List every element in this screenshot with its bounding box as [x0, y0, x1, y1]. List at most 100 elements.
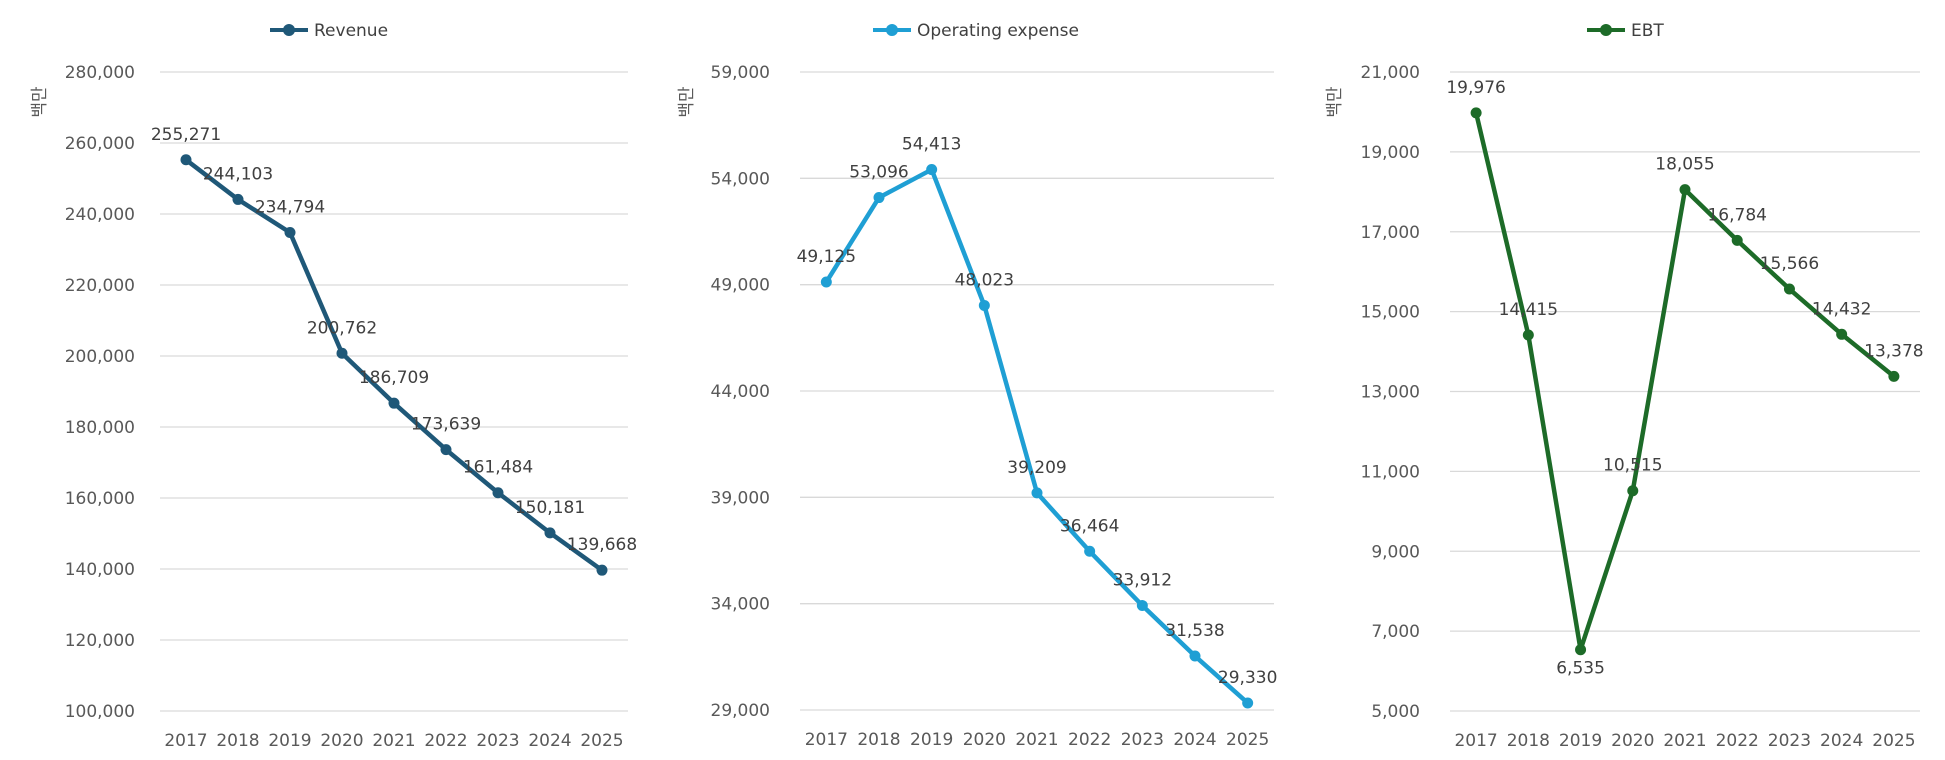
legend-swatch-marker	[886, 24, 898, 36]
data-label: 161,484	[463, 458, 533, 478]
data-label: 49,125	[797, 247, 856, 267]
data-label: 36,464	[1060, 516, 1119, 536]
x-tick-label: 2017	[164, 731, 207, 751]
data-point	[1575, 644, 1587, 656]
y-tick-label: 260,000	[65, 134, 135, 154]
x-tick-label: 2024	[528, 731, 571, 751]
legend-label: Operating expense	[917, 21, 1079, 41]
y-tick-label: 17,000	[1361, 223, 1420, 243]
data-label: 200,762	[307, 318, 377, 338]
data-point	[232, 193, 244, 205]
data-label: 150,181	[515, 498, 585, 518]
data-label: 18,055	[1655, 155, 1714, 175]
x-tick-label: 2020	[963, 730, 1006, 750]
y-tick-label: 5,000	[1371, 702, 1420, 722]
y-tick-label: 240,000	[65, 205, 135, 225]
data-label: 53,096	[849, 163, 908, 183]
x-tick-label: 2018	[216, 731, 259, 751]
chart-panel-3: 5,000 7,000 9,000 11,000 13,000 15,000 17,000 1…	[1325, 21, 1924, 751]
data-point	[1470, 107, 1482, 119]
data-point	[180, 154, 192, 166]
y-tick-label: 19,000	[1361, 143, 1420, 163]
data-point	[1627, 485, 1639, 497]
data-point	[336, 347, 348, 359]
x-tick-label: 2018	[857, 730, 900, 750]
legend: Revenue	[270, 21, 388, 41]
data-point	[978, 299, 990, 311]
y-tick-label: 13,000	[1361, 383, 1420, 403]
y-tick-label: 11,000	[1361, 462, 1420, 482]
y-tick-label: 9,000	[1371, 542, 1420, 562]
x-tick-label: 2019	[268, 731, 311, 751]
y-tick-label: 160,000	[65, 489, 135, 509]
data-point	[492, 487, 504, 499]
legend-label: EBT	[1631, 21, 1664, 41]
x-tick-label: 2020	[320, 731, 363, 751]
data-label: 29,330	[1218, 668, 1277, 688]
y-tick-label: 280,000	[65, 63, 135, 83]
legend: Operating expense	[873, 21, 1079, 41]
x-tick-label: 2023	[1768, 731, 1811, 751]
x-tick-label: 2021	[1663, 731, 1706, 751]
y-tick-label: 34,000	[711, 595, 770, 615]
y-tick-label: 29,000	[711, 701, 770, 721]
x-tick-label: 2024	[1173, 730, 1216, 750]
data-point	[284, 226, 296, 238]
data-label: 139,668	[567, 535, 637, 555]
x-tick-label: 2021	[372, 731, 415, 751]
y-tick-label: 54,000	[711, 169, 770, 189]
data-label: 19,976	[1446, 78, 1505, 98]
x-tick-label: 2020	[1611, 731, 1654, 751]
x-tick-label: 2019	[1559, 731, 1602, 751]
y-tick-label: 200,000	[65, 347, 135, 367]
y-tick-label: 49,000	[711, 276, 770, 296]
y-tick-label: 100,000	[65, 702, 135, 722]
x-tick-label: 2022	[1068, 730, 1111, 750]
data-point	[1136, 600, 1148, 612]
data-label: 13,378	[1864, 341, 1923, 361]
x-tick-label: 2017	[805, 730, 848, 750]
x-tick-label: 2025	[580, 731, 623, 751]
x-tick-label: 2018	[1507, 731, 1550, 751]
y-tick-label: 21,000	[1361, 63, 1420, 83]
legend-label: Revenue	[314, 21, 388, 41]
data-point	[873, 192, 885, 204]
data-point	[440, 444, 452, 456]
data-point	[1731, 234, 1743, 246]
data-point	[820, 276, 832, 288]
data-label: 16,784	[1707, 205, 1766, 225]
x-tick-label: 2022	[424, 731, 467, 751]
legend-swatch-marker	[1600, 24, 1612, 36]
chart-panel-1: 100,000 120,000 140,000 160,000 180,000 200,0…	[30, 21, 637, 751]
data-label: 48,023	[955, 270, 1014, 290]
y-tick-label: 7,000	[1371, 622, 1420, 642]
data-label: 10,515	[1603, 456, 1662, 476]
x-tick-label: 2019	[910, 730, 953, 750]
y-axis-label: 백만	[677, 86, 697, 118]
data-point	[1836, 328, 1848, 340]
data-point	[1031, 487, 1043, 499]
data-label: 14,415	[1499, 300, 1558, 320]
x-tick-label: 2025	[1872, 731, 1915, 751]
y-axis-label: 백만	[30, 86, 50, 118]
data-point	[1189, 650, 1201, 662]
legend: EBT	[1587, 21, 1664, 41]
y-tick-label: 59,000	[711, 63, 770, 83]
legend-swatch-marker	[283, 24, 295, 36]
data-point	[544, 527, 556, 539]
data-label: 33,912	[1113, 571, 1172, 591]
data-label: 173,639	[411, 415, 481, 435]
data-label: 31,538	[1165, 621, 1224, 641]
chart-panel-2: 29,000 34,000 39,000 44,000 49,000 54,000 59,0…	[677, 21, 1277, 750]
data-point	[596, 564, 608, 576]
x-tick-label: 2025	[1226, 730, 1269, 750]
data-point	[1522, 329, 1534, 341]
y-tick-label: 140,000	[65, 560, 135, 580]
data-point	[1783, 283, 1795, 295]
x-tick-label: 2021	[1015, 730, 1058, 750]
data-label: 255,271	[151, 125, 221, 145]
data-point	[388, 397, 400, 409]
x-tick-label: 2022	[1716, 731, 1759, 751]
y-axis-label: 백만	[1325, 86, 1345, 118]
